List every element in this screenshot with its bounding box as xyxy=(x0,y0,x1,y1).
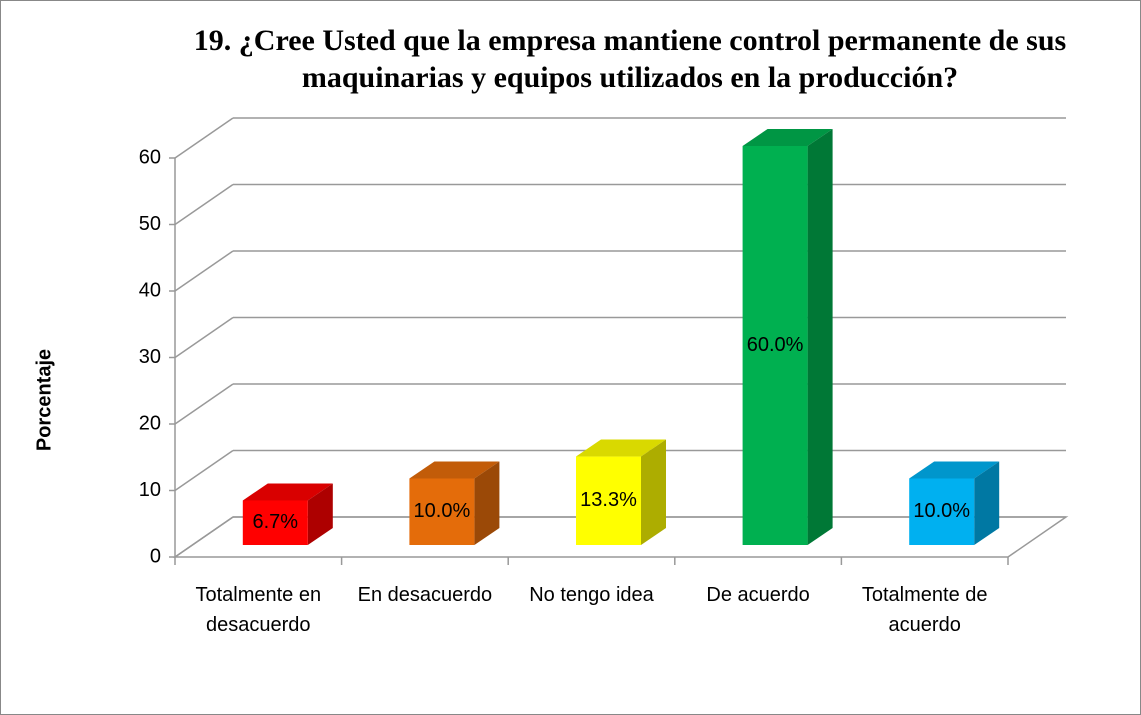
bar xyxy=(576,456,641,545)
chart-title: 19. ¿Cree Usted que la empresa mantiene … xyxy=(193,24,1067,94)
bar-top xyxy=(242,483,333,501)
bar-top xyxy=(909,461,1000,479)
data-label: 6.7% xyxy=(253,511,299,533)
bar xyxy=(909,478,975,545)
data-label: 60.0% xyxy=(747,334,804,356)
grid-line xyxy=(174,250,234,292)
grid-line xyxy=(174,183,234,226)
y-tick-label: 40 xyxy=(139,279,161,301)
bar xyxy=(742,146,808,545)
data-label: 10.0% xyxy=(414,500,471,522)
bar-side xyxy=(807,129,833,545)
bar-top xyxy=(576,439,666,457)
x-tick-label: De acuerdo xyxy=(706,584,810,606)
bar-side xyxy=(307,483,333,545)
x-tick-label: Totalmente de acuerdo xyxy=(861,584,988,636)
grid-line xyxy=(174,117,234,159)
x-tick-label: Totalmente en desacuerdo xyxy=(195,584,322,636)
data-label: 13.3% xyxy=(580,489,637,511)
y-tick-label: 50 xyxy=(139,213,161,235)
x-tick-label: En desacuerdo xyxy=(357,584,493,606)
bar-top xyxy=(742,129,833,146)
y-tick-label: 30 xyxy=(139,346,161,368)
bar xyxy=(409,478,475,545)
y-axis-label: Porcentaje xyxy=(33,349,55,451)
bar-side xyxy=(974,461,1000,545)
grid-line xyxy=(174,516,234,558)
bar-side xyxy=(474,461,500,545)
y-tick-label: 10 xyxy=(139,479,161,501)
bar-side xyxy=(641,439,666,545)
grid-line xyxy=(174,449,234,492)
y-tick-label: 20 xyxy=(139,412,161,434)
x-tick-label: No tengo idea xyxy=(529,584,654,606)
bar xyxy=(242,500,308,545)
data-label: 10.0% xyxy=(913,500,970,522)
grid-line xyxy=(174,316,234,359)
grid-line xyxy=(174,383,234,425)
bar-top xyxy=(409,461,500,479)
y-tick-label: 0 xyxy=(150,545,161,567)
y-tick-label: 60 xyxy=(139,146,161,168)
